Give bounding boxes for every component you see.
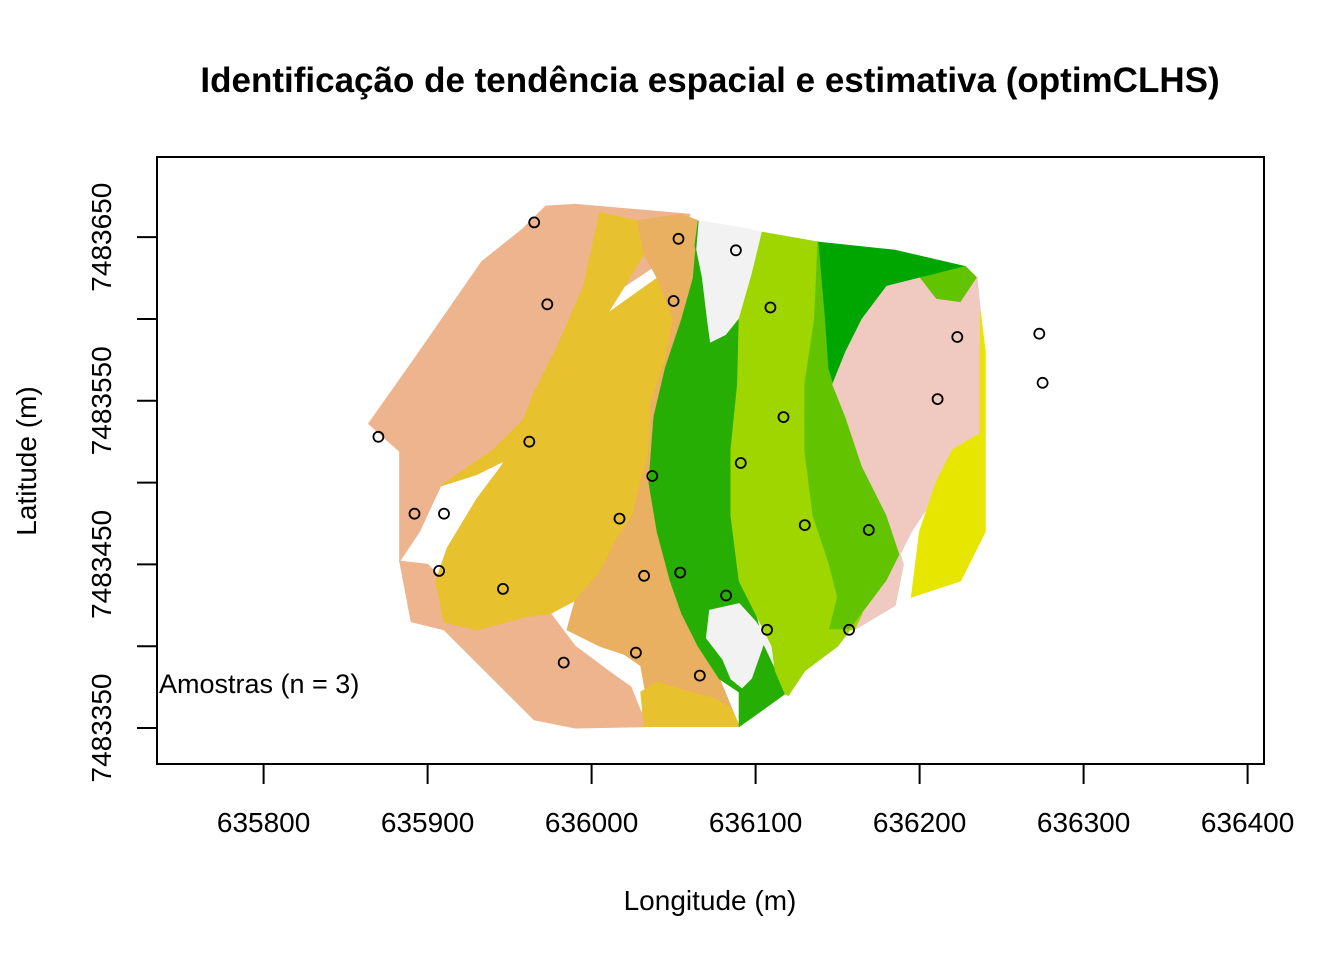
sample-point (693, 669, 706, 682)
x-tick-label: 636300 (1037, 807, 1130, 838)
sample-point (1036, 376, 1049, 389)
sample-point (843, 623, 855, 636)
sample-point (798, 519, 811, 531)
sample-point (372, 430, 385, 443)
sample-point (764, 301, 777, 314)
x-axis-label: Longitude (m) (624, 885, 797, 916)
sample-point (408, 507, 421, 520)
sample-point (497, 583, 509, 595)
sample-point (523, 435, 536, 448)
prediction-surface (367, 203, 986, 729)
x-tick-label: 636100 (709, 807, 802, 838)
sample-point (931, 393, 944, 406)
sample-point (730, 244, 742, 257)
sample-point (667, 295, 680, 307)
sample-point (672, 232, 685, 245)
x-axis: 635800 635900 636000 636100 636200 636300 6364… (217, 763, 1294, 838)
sample-point (433, 565, 446, 577)
chart-title: Identificação de tendência espacial e es… (200, 61, 1219, 100)
surface-zone-lime-15 (784, 613, 863, 696)
y-tick-label: 7483650 (86, 183, 117, 292)
y-axis-label: Latitude (m) (11, 386, 42, 535)
sample-point (557, 656, 570, 669)
y-tick-label: 7483550 (86, 346, 117, 455)
sample-point (1033, 327, 1046, 340)
sample-point (734, 457, 747, 469)
sample-point (438, 507, 450, 520)
sample-points (372, 216, 1049, 682)
sample-point (674, 566, 687, 579)
sample-point (862, 524, 875, 536)
sample-point (951, 331, 964, 343)
sample-point (613, 512, 626, 525)
sample-point (720, 589, 732, 602)
y-tick-label: 7483450 (86, 510, 117, 619)
sample-point (761, 623, 773, 636)
x-tick-label: 636200 (873, 807, 966, 838)
sample-point (528, 216, 541, 229)
sample-point (777, 411, 790, 424)
sample-point (646, 470, 659, 482)
surface-zone-yellow-14 (910, 310, 986, 598)
x-tick-label: 636000 (545, 807, 638, 838)
y-axis: 7483350 7483450 7483550 7483650 (86, 183, 158, 783)
sample-point (630, 646, 642, 659)
x-tick-label: 636400 (1201, 807, 1294, 838)
sample-count-annotation: Amostras (n = 3) (159, 669, 359, 699)
sample-point (638, 569, 650, 582)
sample-point (541, 298, 554, 311)
surface-zone-gold-4 (640, 681, 740, 727)
x-tick-label: 635900 (381, 807, 474, 838)
y-tick-label: 7483350 (86, 673, 117, 782)
x-tick-label: 635800 (217, 807, 310, 838)
